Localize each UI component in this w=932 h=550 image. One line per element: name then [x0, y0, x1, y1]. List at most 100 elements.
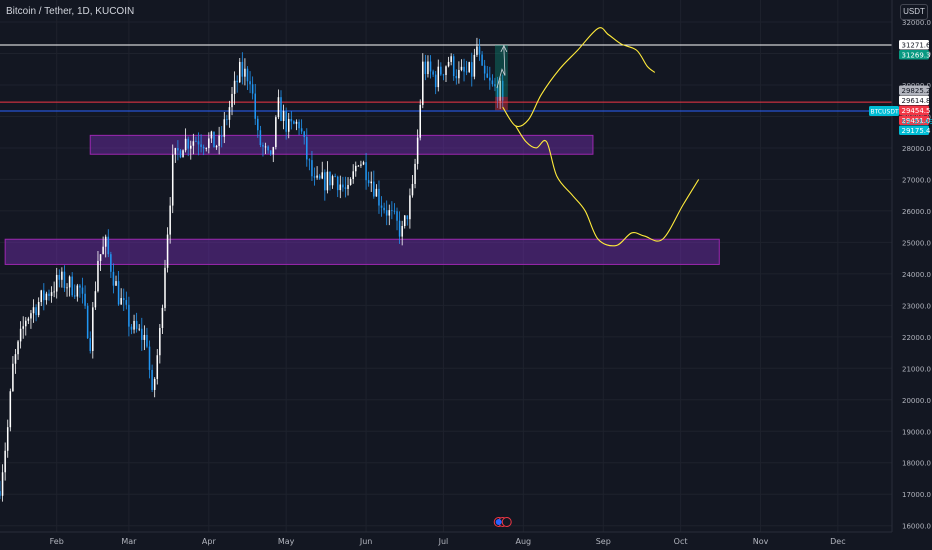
candle	[17, 340, 19, 360]
price-tick-label: 16000.0	[902, 523, 931, 531]
candle	[146, 327, 148, 349]
candle	[427, 55, 429, 78]
candle	[465, 60, 468, 76]
candle	[231, 86, 233, 116]
candle	[63, 265, 66, 292]
candle	[226, 114, 228, 126]
candle	[202, 144, 205, 156]
candle	[401, 220, 403, 246]
candle	[308, 158, 311, 171]
support-zone[interactable]	[89, 134, 594, 155]
candle	[161, 304, 164, 334]
candle	[259, 125, 262, 148]
time-tick-label: Jun	[359, 537, 373, 546]
candle	[489, 66, 491, 90]
candle	[313, 167, 316, 186]
time-axis[interactable]: Feb Mar Apr May Jun Jul Aug Sep Oct Nov Dec	[0, 531, 892, 546]
candle	[334, 173, 336, 178]
candle	[282, 104, 285, 130]
price-tag: 29454.5	[899, 105, 930, 115]
candle	[388, 204, 391, 226]
candle	[92, 301, 94, 359]
candle	[73, 284, 76, 299]
candle	[481, 51, 483, 66]
candle	[71, 272, 73, 298]
candle	[385, 200, 388, 226]
candle	[97, 251, 99, 293]
candle	[4, 442, 6, 481]
candle	[241, 52, 244, 85]
currency-button[interactable]: USDT	[900, 4, 928, 20]
candle	[25, 317, 27, 336]
event-flag-icon[interactable]	[501, 517, 512, 527]
candle	[491, 74, 494, 87]
candle	[496, 76, 499, 108]
candle	[458, 61, 460, 84]
candle	[156, 349, 159, 385]
candle	[362, 160, 365, 166]
svg-text:29175.4: 29175.4	[902, 127, 931, 135]
candle	[81, 277, 84, 304]
bullish-projection-path[interactable]	[502, 27, 656, 128]
candle	[179, 148, 182, 159]
support-zone[interactable]	[4, 238, 720, 265]
candle	[331, 174, 334, 189]
candle	[411, 175, 414, 198]
candle	[360, 160, 362, 168]
candle	[112, 263, 115, 294]
long-position-tool[interactable]	[494, 44, 508, 111]
candle	[89, 331, 92, 354]
time-tick-label: Sep	[596, 537, 611, 546]
event-markers[interactable]	[493, 517, 512, 527]
candle	[246, 66, 249, 91]
candle	[223, 111, 226, 144]
candle	[177, 140, 179, 161]
usa-flag-icon	[495, 519, 502, 525]
candle	[429, 55, 432, 79]
candle	[208, 132, 210, 154]
candle	[403, 215, 406, 229]
candle	[324, 169, 326, 201]
candle	[215, 144, 218, 150]
bearish-projection-path[interactable]	[515, 125, 700, 247]
candle	[148, 340, 151, 379]
svg-text:31271.6: 31271.6	[902, 41, 931, 49]
svg-text:29451.0: 29451.0	[902, 117, 931, 125]
candle	[192, 133, 195, 155]
candle	[483, 59, 486, 81]
position-stop-area[interactable]	[494, 96, 508, 111]
candle	[434, 70, 437, 95]
time-tick-label: Feb	[50, 537, 64, 546]
candle	[478, 38, 481, 61]
candle	[445, 65, 447, 82]
candle	[30, 309, 32, 329]
candle	[329, 171, 331, 191]
candle	[501, 74, 504, 108]
chart-grid	[0, 0, 892, 532]
candle	[450, 53, 452, 66]
time-tick-label: Apr	[202, 537, 217, 546]
svg-text:29825.2: 29825.2	[902, 87, 931, 95]
candle	[432, 69, 434, 77]
candle	[143, 325, 146, 351]
price-tick-label: 21000.0	[902, 365, 931, 373]
candle	[494, 77, 496, 92]
candle	[409, 188, 411, 229]
candle	[110, 251, 112, 279]
candle	[373, 170, 375, 199]
candle	[236, 75, 238, 93]
svg-text:29454.5: 29454.5	[902, 107, 931, 115]
candle	[440, 62, 442, 76]
candle	[357, 164, 360, 167]
price-tick-label: 26000.0	[902, 208, 931, 216]
candle	[380, 196, 383, 217]
candle	[115, 275, 117, 286]
price-tags: 31271.6 31269.3 29825.2 29614.8 29454.5 29451…	[869, 39, 932, 135]
candle	[0, 480, 1, 499]
candle	[125, 291, 128, 310]
candle	[336, 175, 339, 198]
candle	[303, 130, 305, 145]
candle	[122, 288, 125, 311]
